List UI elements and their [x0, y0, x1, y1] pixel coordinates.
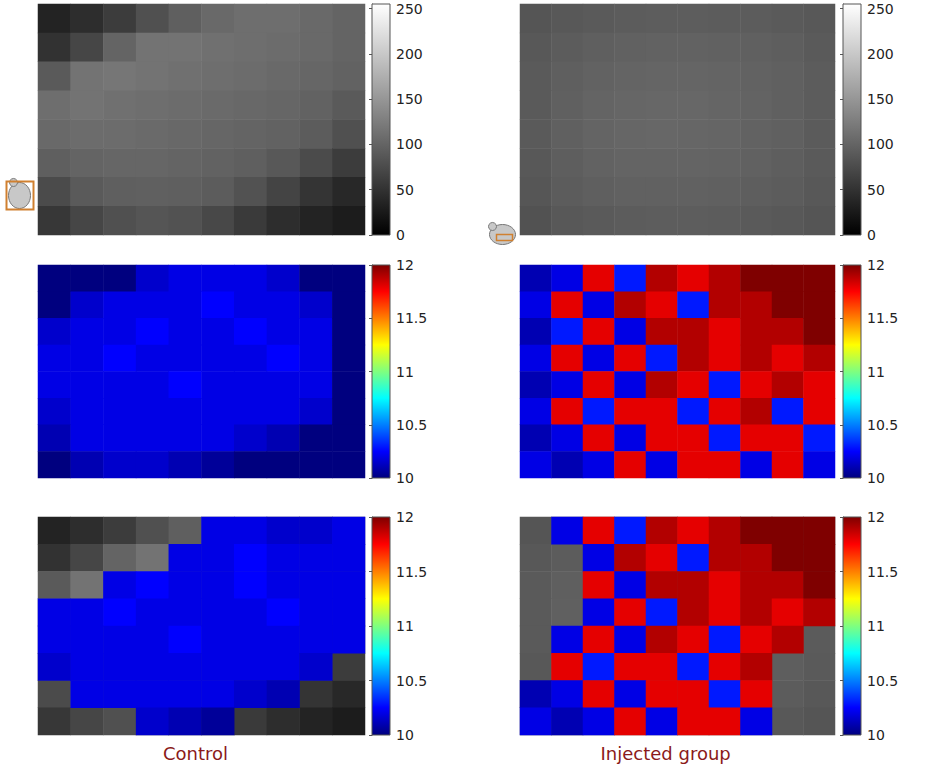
- svg-text:12: 12: [867, 257, 885, 273]
- svg-text:12: 12: [867, 509, 885, 525]
- svg-text:200: 200: [396, 46, 423, 62]
- svg-text:200: 200: [867, 46, 894, 62]
- svg-text:11.5: 11.5: [396, 310, 427, 326]
- svg-text:10: 10: [396, 727, 414, 743]
- svg-text:100: 100: [867, 136, 894, 152]
- svg-text:12: 12: [396, 257, 414, 273]
- svg-text:10.5: 10.5: [867, 417, 898, 433]
- svg-text:10: 10: [867, 470, 885, 486]
- svg-text:150: 150: [396, 91, 423, 107]
- svg-text:50: 50: [867, 182, 885, 198]
- svg-text:Control: Control: [163, 743, 228, 764]
- svg-text:11: 11: [396, 364, 414, 380]
- svg-text:12: 12: [396, 509, 414, 525]
- svg-text:10.5: 10.5: [396, 417, 427, 433]
- svg-text:11.5: 11.5: [867, 310, 898, 326]
- svg-text:11.5: 11.5: [867, 564, 898, 580]
- svg-text:Injected group: Injected group: [601, 743, 731, 764]
- svg-text:10: 10: [396, 470, 414, 486]
- svg-text:100: 100: [396, 136, 423, 152]
- svg-text:50: 50: [396, 182, 414, 198]
- svg-text:150: 150: [867, 91, 894, 107]
- svg-text:11: 11: [396, 618, 414, 634]
- svg-text:11: 11: [867, 618, 885, 634]
- svg-text:11.5: 11.5: [396, 564, 427, 580]
- svg-text:250: 250: [867, 1, 894, 17]
- svg-text:11: 11: [867, 364, 885, 380]
- svg-text:10.5: 10.5: [396, 673, 427, 689]
- svg-text:10.5: 10.5: [867, 673, 898, 689]
- svg-text:250: 250: [396, 1, 423, 17]
- svg-text:0: 0: [396, 227, 405, 243]
- svg-text:10: 10: [867, 727, 885, 743]
- svg-text:0: 0: [867, 227, 876, 243]
